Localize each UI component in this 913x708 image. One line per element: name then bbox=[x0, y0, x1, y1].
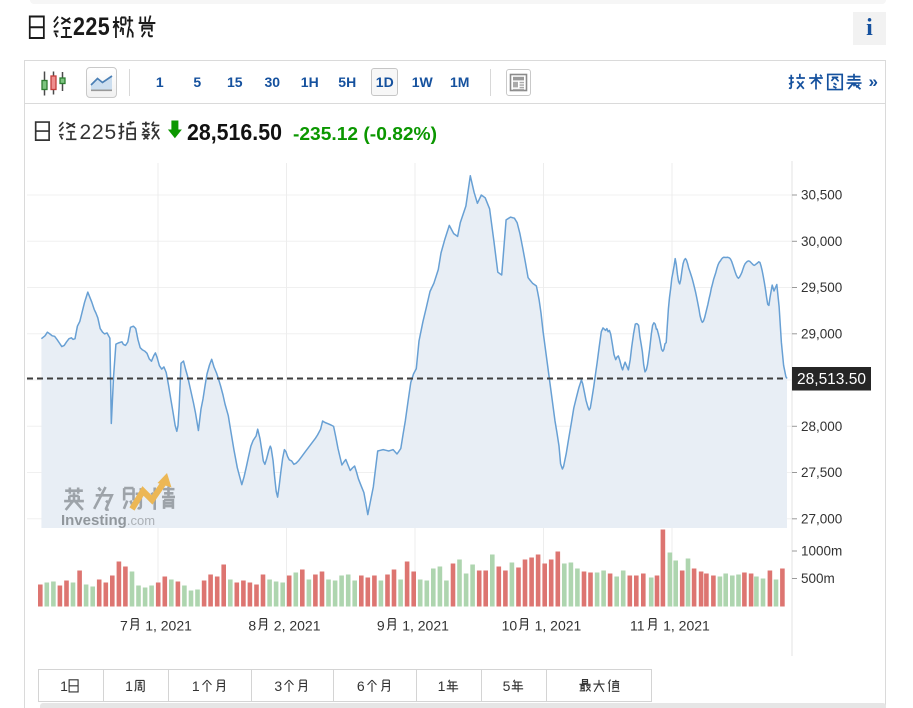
svg-text:1, 2021: 1, 2021 bbox=[145, 618, 192, 634]
svg-text:7: 7 bbox=[120, 618, 128, 634]
svg-text:500m: 500m bbox=[801, 571, 835, 586]
svg-text:-235.12 (-0.82%): -235.12 (-0.82%) bbox=[293, 123, 437, 144]
svg-text:29,500: 29,500 bbox=[801, 280, 842, 295]
svg-text:28,000: 28,000 bbox=[801, 419, 842, 434]
svg-text:28,516.50: 28,516.50 bbox=[187, 119, 282, 145]
svg-text:2, 2021: 2, 2021 bbox=[274, 618, 321, 634]
svg-text:8: 8 bbox=[248, 618, 256, 634]
svg-text:1, 2021: 1, 2021 bbox=[402, 618, 449, 634]
svg-text:30,500: 30,500 bbox=[801, 188, 842, 203]
svg-text:27,000: 27,000 bbox=[801, 512, 842, 527]
svg-text:9: 9 bbox=[377, 618, 385, 634]
svg-text:30,000: 30,000 bbox=[801, 234, 842, 249]
svg-text:1, 2021: 1, 2021 bbox=[535, 618, 582, 634]
svg-text:28,513.50: 28,513.50 bbox=[797, 371, 866, 388]
svg-text:10: 10 bbox=[502, 618, 518, 634]
svg-text:225: 225 bbox=[80, 121, 117, 144]
svg-text:1, 2021: 1, 2021 bbox=[663, 618, 710, 634]
svg-text:1000m: 1000m bbox=[801, 544, 842, 559]
svg-text:Investing.com: Investing.com bbox=[61, 512, 155, 529]
svg-text:11: 11 bbox=[630, 618, 645, 634]
svg-text:29,000: 29,000 bbox=[801, 327, 842, 342]
svg-text:27,500: 27,500 bbox=[801, 465, 842, 480]
